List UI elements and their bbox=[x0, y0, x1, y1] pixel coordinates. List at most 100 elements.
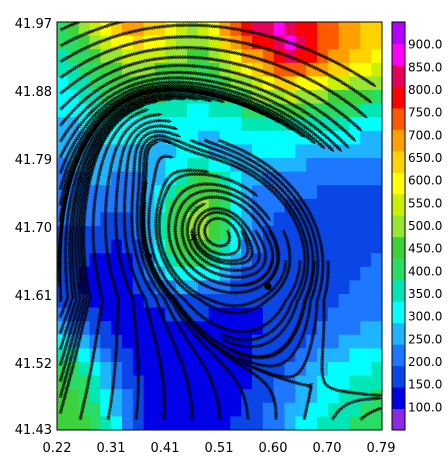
field-cell bbox=[208, 22, 221, 37]
field-cell bbox=[252, 158, 264, 173]
field-cell bbox=[111, 416, 123, 430]
field-cell bbox=[371, 90, 382, 105]
field-cell bbox=[338, 321, 351, 336]
field-cell bbox=[338, 198, 351, 213]
field-cell bbox=[262, 90, 275, 105]
field-cell bbox=[154, 62, 166, 77]
field-cell bbox=[317, 62, 329, 77]
field-cell bbox=[349, 35, 361, 50]
field-cell bbox=[154, 49, 166, 64]
field-cell bbox=[371, 198, 382, 213]
field-cell bbox=[122, 402, 134, 417]
field-cell bbox=[89, 416, 101, 430]
field-cell bbox=[219, 416, 231, 430]
field-cell bbox=[241, 76, 253, 91]
field-cell bbox=[284, 22, 296, 37]
station-cross bbox=[190, 233, 198, 241]
field-cell bbox=[89, 62, 101, 77]
x-axis: 0.22 0.31 0.41 0.51 0.60 0.70 0.79 bbox=[43, 441, 396, 456]
field-cell bbox=[317, 198, 329, 213]
y-axis: 41.43 41.52 41.61 41.70 41.79 41.88 41.9… bbox=[15, 17, 52, 438]
field-cell bbox=[371, 22, 382, 37]
field-cell bbox=[57, 348, 69, 363]
field-cell bbox=[295, 144, 307, 159]
field-cell bbox=[252, 389, 264, 404]
field-cell bbox=[338, 212, 351, 227]
field-cell bbox=[89, 375, 101, 390]
field-cell bbox=[241, 239, 253, 254]
field-cell bbox=[111, 362, 123, 377]
field-cell bbox=[371, 212, 382, 227]
field-cell bbox=[111, 280, 123, 295]
colorbar-label: 250.0 bbox=[408, 332, 442, 346]
field-cell bbox=[143, 294, 156, 309]
field-cell bbox=[111, 307, 123, 322]
field-cell bbox=[371, 49, 382, 64]
field-cell bbox=[176, 49, 188, 64]
field-cell bbox=[176, 144, 188, 159]
colorbar-swatch bbox=[392, 387, 405, 410]
field-cell bbox=[165, 117, 177, 132]
colorbar-label: 700.0 bbox=[408, 128, 442, 142]
field-cell bbox=[284, 90, 296, 105]
field-cell bbox=[273, 130, 286, 145]
field-cell bbox=[154, 117, 166, 132]
field-cell bbox=[197, 103, 210, 118]
field-cell bbox=[306, 416, 318, 430]
colorbar-swatch bbox=[392, 279, 405, 302]
field-cell bbox=[338, 362, 351, 377]
field-cell bbox=[67, 348, 80, 363]
field-cell bbox=[349, 266, 361, 281]
field-cell bbox=[306, 62, 318, 77]
field-cell bbox=[306, 144, 318, 159]
field-cell bbox=[100, 416, 112, 430]
field-cell bbox=[241, 253, 253, 268]
field-cell bbox=[143, 348, 156, 363]
field-cell bbox=[338, 171, 351, 186]
field-cell bbox=[295, 76, 307, 91]
field-cell bbox=[295, 171, 307, 186]
field-cell bbox=[122, 35, 134, 50]
field-cell bbox=[197, 117, 210, 132]
field-cell bbox=[273, 294, 286, 309]
field-cell bbox=[360, 253, 372, 268]
field-cell bbox=[317, 416, 329, 430]
field-cell bbox=[349, 280, 361, 295]
field-cell bbox=[176, 389, 188, 404]
field-cell bbox=[241, 375, 253, 390]
field-cell bbox=[67, 416, 80, 430]
field-cell bbox=[219, 375, 231, 390]
field-cell bbox=[208, 226, 221, 241]
field-cell bbox=[317, 35, 329, 50]
y-tick-label: 41.70 bbox=[15, 221, 52, 236]
field-cell bbox=[132, 280, 145, 295]
field-cell bbox=[208, 62, 221, 77]
field-cell bbox=[360, 389, 372, 404]
field-cell bbox=[187, 198, 199, 213]
field-cell bbox=[219, 321, 231, 336]
field-cell bbox=[165, 212, 177, 227]
field-cell bbox=[176, 62, 188, 77]
field-cell bbox=[262, 22, 275, 37]
field-cell bbox=[154, 158, 166, 173]
colorbar-labels: 100.0 150.0 200.0 250.0 300.0 350.0 400.0 450.0… bbox=[408, 38, 442, 415]
field-cell bbox=[262, 144, 275, 159]
field-cell bbox=[122, 144, 134, 159]
field-cell bbox=[219, 294, 231, 309]
field-cell bbox=[132, 416, 145, 430]
field-cell bbox=[187, 62, 199, 77]
field-cell bbox=[176, 198, 188, 213]
field-cell bbox=[143, 35, 156, 50]
field-cell bbox=[208, 76, 221, 91]
colorbar-swatch bbox=[392, 43, 405, 66]
field-cell bbox=[338, 307, 351, 322]
field-cell bbox=[154, 266, 166, 281]
field-cell bbox=[230, 416, 242, 430]
field-cell bbox=[219, 117, 231, 132]
field-cell bbox=[197, 158, 210, 173]
field-cell bbox=[197, 402, 210, 417]
field-cell bbox=[338, 185, 351, 200]
field-cell bbox=[306, 22, 318, 37]
field-cell bbox=[100, 362, 112, 377]
field-cell bbox=[154, 348, 166, 363]
